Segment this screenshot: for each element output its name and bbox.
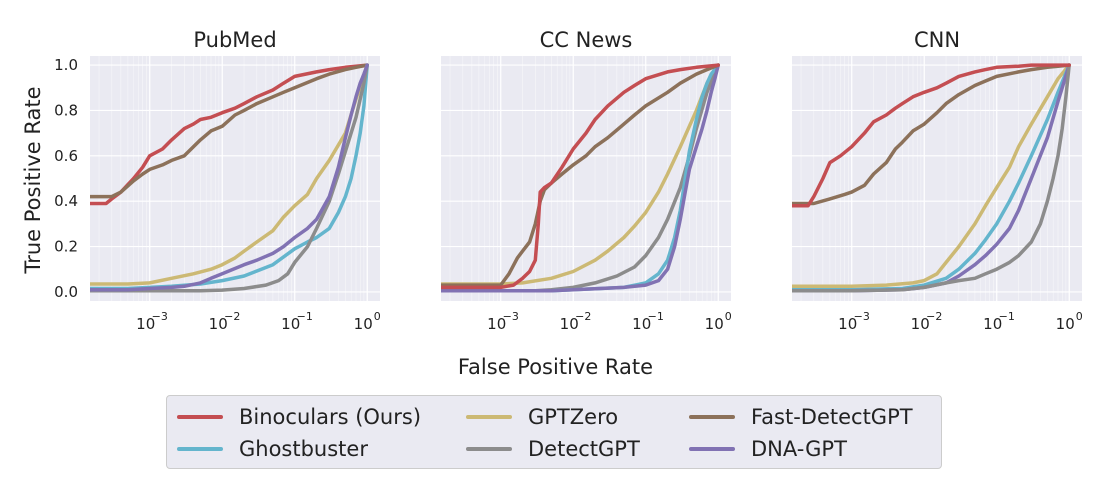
series-line-binoculars-ours [90, 63, 369, 206]
x-tick-label: 10 [354, 315, 373, 333]
x-tick-exponent: −1 [648, 310, 664, 323]
shared-x-axis-label: False Positive Rate [457, 355, 654, 379]
legend: Binoculars (Ours) GPTZero Fast-DetectGPT… [166, 395, 942, 469]
panel-title-cc-news: CC News [540, 28, 633, 52]
legend-swatch-dna-gpt [689, 447, 735, 451]
x-tick-label: 10 [560, 315, 579, 333]
x-tick-exponent: −3 [854, 310, 870, 323]
legend-label-detectgpt: DetectGPT [528, 437, 640, 461]
x-tick-label: 10 [632, 315, 651, 333]
legend-item-fast-detectgpt: Fast-DetectGPT [689, 405, 913, 429]
series-line-detectgpt [90, 63, 369, 293]
x-tick-exponent: 0 [1076, 310, 1083, 323]
y-tick-label: 0.8 [54, 101, 78, 119]
series-line-binoculars-ours [792, 63, 1071, 208]
legend-swatch-binoculars [177, 415, 223, 419]
x-tick-exponent: −2 [224, 310, 240, 323]
legend-label-ghostbuster: Ghostbuster [239, 437, 368, 461]
legend-label-binoculars: Binoculars (Ours) [239, 405, 422, 429]
legend-item-gptzero: GPTZero [466, 405, 618, 429]
y-axis-label: True Positive Rate [21, 86, 45, 274]
series-line-gptzero [90, 63, 369, 286]
x-tick-label: 10 [1056, 315, 1075, 333]
series-line-dna-gpt [441, 63, 720, 293]
series-line-fast-detectgpt [441, 63, 720, 287]
x-tick-exponent: −3 [152, 310, 168, 323]
x-tick-label: 10 [705, 315, 724, 333]
x-tick-label: 10 [911, 315, 930, 333]
legend-item-ghostbuster: Ghostbuster [177, 437, 368, 461]
x-tick-exponent: 0 [725, 310, 732, 323]
series-line-fast-detectgpt [792, 63, 1071, 206]
x-tick-label: 10 [983, 315, 1002, 333]
legend-label-fast-detectgpt: Fast-DetectGPT [751, 405, 913, 429]
series-line-fast-detectgpt [90, 63, 369, 199]
y-tick-label: 0.6 [54, 147, 78, 165]
legend-swatch-ghostbuster [177, 447, 223, 451]
y-tick-label: 1.0 [54, 56, 78, 74]
series-line-dna-gpt [90, 63, 369, 292]
series-line-gptzero [792, 63, 1071, 289]
y-tick-label: 0.0 [54, 283, 78, 301]
x-tick-exponent: 0 [374, 310, 381, 323]
x-tick-exponent: −2 [575, 310, 591, 323]
series-line-gptzero [441, 63, 720, 286]
legend-label-gptzero: GPTZero [528, 405, 619, 429]
series-line-binoculars-ours [441, 63, 720, 290]
panel-title-pubmed: PubMed [193, 28, 276, 52]
legend-swatch-detectgpt [466, 447, 512, 451]
x-tick-label: 10 [487, 315, 506, 333]
panel-cc-news: 10−3 10−2 10−1 10 0CC News [441, 28, 732, 333]
panel-title-cnn: CNN [914, 28, 960, 52]
legend-label-dna-gpt: DNA-GPT [751, 437, 847, 461]
x-tick-exponent: −1 [297, 310, 313, 323]
x-tick-label: 10 [209, 315, 228, 333]
legend-swatch-fast-detectgpt [689, 415, 735, 419]
x-tick-exponent: −2 [926, 310, 942, 323]
x-tick-label: 10 [136, 315, 155, 333]
x-tick-label: 10 [838, 315, 857, 333]
x-tick-exponent: −1 [999, 310, 1015, 323]
legend-item-binoculars: Binoculars (Ours) [177, 405, 421, 429]
x-tick-label: 10 [281, 315, 300, 333]
legend-item-detectgpt: DetectGPT [466, 437, 640, 461]
series-line-detectgpt [792, 63, 1071, 293]
legend-item-dna-gpt: DNA-GPT [689, 437, 847, 461]
legend-swatch-gptzero [466, 415, 512, 419]
x-tick-exponent: −3 [503, 310, 519, 323]
y-tick-label: 0.2 [54, 238, 78, 256]
y-tick-label: 0.4 [54, 192, 78, 210]
